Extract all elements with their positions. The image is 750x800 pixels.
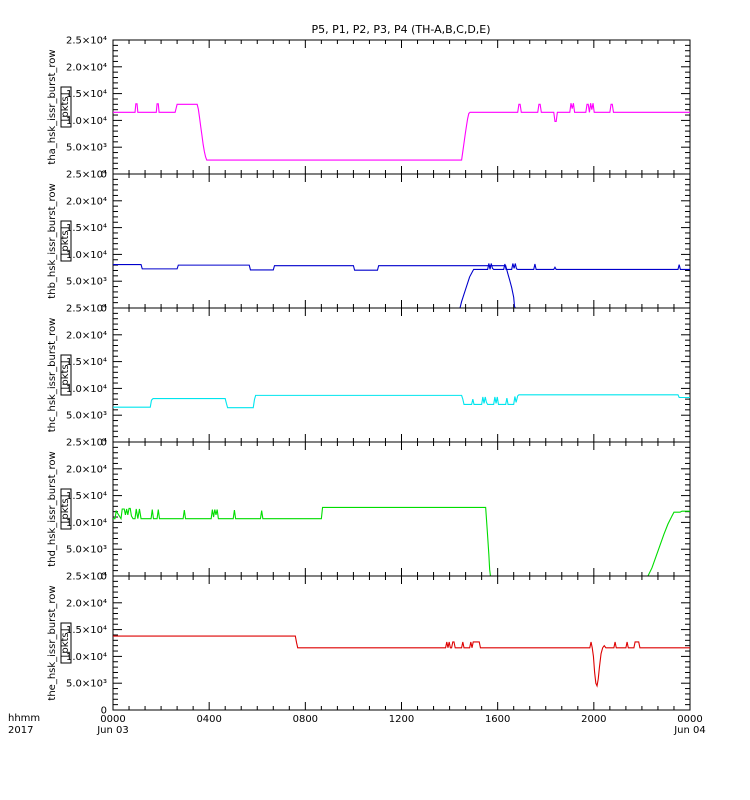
y-tick-label: 5.0×10³ [66, 545, 107, 556]
y-axis-label: thc_hsk_issr_burst_row [47, 318, 58, 433]
y-axis-units: [pkts] [60, 360, 71, 389]
units-bracket [60, 622, 72, 664]
y-tick-label: 1.5×10⁴ [66, 89, 107, 100]
y-tick-label: 2.0×10⁴ [66, 330, 107, 341]
data-trace [113, 635, 690, 688]
y-tick-label: 0 [101, 170, 107, 181]
y-axis-units: [pkts] [60, 92, 71, 121]
y-tick-label: 5.0×10³ [66, 411, 107, 422]
y-tick-label: 2.5×10⁴ [66, 438, 107, 449]
y-axis-label: thd_hsk_issr_burst_row [47, 451, 58, 566]
x-tick-label: 0800 [293, 714, 318, 725]
y-tick-label: 5.0×10³ [66, 277, 107, 288]
x-tick-label: 1600 [485, 714, 510, 725]
y-tick-label: 2.5×10⁴ [66, 304, 107, 315]
data-trace [113, 264, 690, 309]
y-tick-label: 5.0×10³ [66, 679, 107, 690]
y-tick-label: 1.0×10⁴ [66, 116, 107, 127]
y-tick-label: 2.0×10⁴ [66, 196, 107, 207]
y-tick-label: 1.0×10⁴ [66, 384, 107, 395]
page-title: P5, P1, P2, P3, P4 (TH-A,B,C,D,E) [311, 23, 490, 36]
y-axis-units: [pkts] [60, 628, 71, 657]
date-label-left: Jun 03 [96, 725, 129, 736]
data-trace [647, 510, 690, 577]
y-tick-label: 2.5×10⁴ [66, 36, 107, 47]
y-tick-label: 1.0×10⁴ [66, 250, 107, 261]
x-tick-label: 0400 [196, 714, 221, 725]
x-tick-label: 0000 [100, 714, 125, 725]
y-axis-label: tha_hsk_issr_burst_row [47, 49, 58, 164]
y-tick-label: 1.5×10⁴ [66, 223, 107, 234]
date-label-right: Jun 04 [673, 725, 706, 736]
panel-4: 0 5.0×10³ 1.0×10⁴ 1.5×10⁴ 2.0×10⁴ 2.5×10⁴ thd_… [47, 438, 691, 583]
y-axis-units: [pkts] [60, 494, 71, 523]
y-tick-label: 1.5×10⁴ [66, 491, 107, 502]
panel-1: 0 5.0×10³ 1.0×10⁴ 1.5×10⁴ 2.0×10⁴ 2.5×10⁴ tha_… [47, 36, 691, 181]
x-axis: 0000 0400 0800 1200 1600 2000 0000 [100, 714, 702, 725]
data-trace [113, 103, 690, 161]
y-tick-label: 1.5×10⁴ [66, 357, 107, 368]
y-axis-label: thb_hsk_issr_burst_row [47, 183, 58, 298]
y-tick-label: 2.5×10⁴ [66, 572, 107, 583]
y-tick-label: 2.0×10⁴ [66, 62, 107, 73]
data-trace [113, 506, 690, 577]
x-axis-units-label: hhmm [8, 713, 40, 724]
y-tick-label: 5.0×10³ [66, 143, 107, 154]
y-tick-label: 1.0×10⁴ [66, 518, 107, 529]
y-tick-label: 1.5×10⁴ [66, 625, 107, 636]
units-bracket [60, 86, 72, 128]
data-trace [459, 263, 690, 309]
y-axis-units: [pkts] [60, 226, 71, 255]
x-tick-label: 1200 [389, 714, 414, 725]
data-trace [113, 394, 690, 409]
y-tick-label: 0 [101, 304, 107, 315]
y-tick-label: 2.0×10⁴ [66, 598, 107, 609]
y-tick-label: 1.0×10⁴ [66, 652, 107, 663]
units-bracket [60, 354, 72, 396]
y-tick-label: 0 [101, 438, 107, 449]
units-bracket [60, 220, 72, 262]
panel-group: 0 5.0×10³ 1.0×10⁴ 1.5×10⁴ 2.0×10⁴ 2.5×10⁴ tha_… [47, 36, 691, 717]
y-tick-label: 2.0×10⁴ [66, 464, 107, 475]
y-tick-label: 2.5×10⁴ [66, 170, 107, 181]
x-tick-label: 2000 [581, 714, 606, 725]
y-tick-label: 0 [101, 572, 107, 583]
y-tick-label: 0 [101, 706, 107, 717]
units-bracket [60, 488, 72, 530]
x-axis-year-label: 2017 [8, 725, 33, 736]
y-axis-label: the_hsk_issr_burst_row [47, 585, 58, 700]
panel-5: 0 5.0×10³ 1.0×10⁴ 1.5×10⁴ 2.0×10⁴ 2.5×10⁴ the_… [47, 572, 691, 717]
x-tick-label: 0000 [677, 714, 702, 725]
